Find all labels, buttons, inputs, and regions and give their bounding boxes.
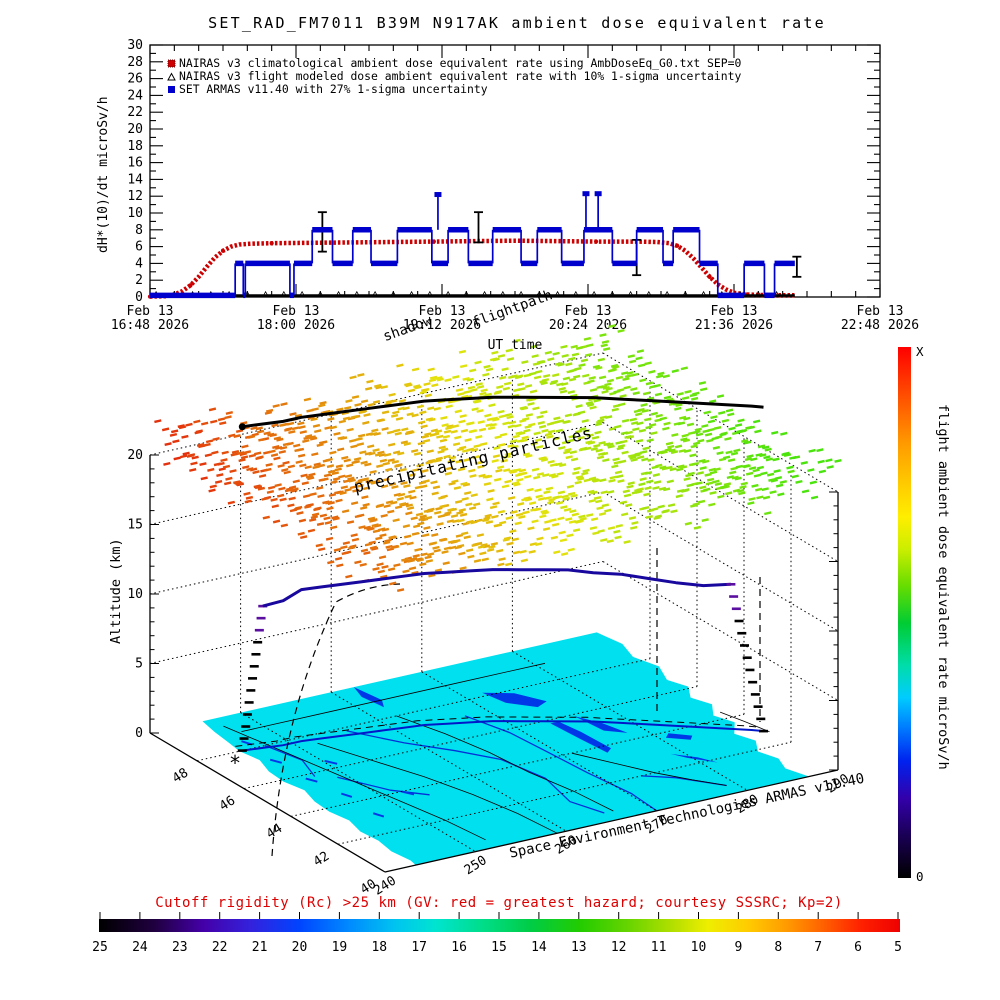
svg-text:Feb 13: Feb 13 — [273, 304, 320, 319]
svg-text:46: 46 — [217, 793, 238, 814]
top-chart-y-axis-label: dH*(10)/dt microSv/h — [96, 96, 111, 253]
svg-text:4: 4 — [135, 256, 143, 271]
svg-text:*: * — [229, 751, 241, 775]
flight-path-3d: * — [229, 568, 769, 775]
svg-text:25: 25 — [92, 940, 108, 955]
svg-text:15: 15 — [491, 940, 507, 955]
svg-text:2: 2 — [135, 273, 143, 288]
svg-text:10: 10 — [691, 940, 707, 955]
bottom-colorbar: 25 24 23 22 21 20 19 18 17 16 15 14 13 12 11 10 9 8 7 6 5 — [92, 912, 902, 955]
svg-text:30: 30 — [127, 38, 143, 53]
svg-text:12: 12 — [611, 940, 627, 955]
precipitating-particles-layer — [154, 324, 842, 593]
svg-text:20:24 2026: 20:24 2026 — [549, 318, 627, 333]
svg-text:14: 14 — [127, 172, 143, 187]
svg-text:28: 28 — [127, 55, 143, 70]
svg-text:20: 20 — [127, 122, 143, 137]
svg-text:18: 18 — [371, 940, 387, 955]
svg-text:14: 14 — [531, 940, 547, 955]
svg-text:9: 9 — [734, 940, 742, 955]
svg-text:21:36 2026: 21:36 2026 — [695, 318, 773, 333]
svg-text:40: 40 — [358, 877, 379, 898]
legend-item-set-armas: SET ARMAS v11.40 with 27% 1-sigma uncert… — [179, 82, 488, 96]
svg-text:17: 17 — [411, 940, 427, 955]
svg-text:24: 24 — [127, 88, 143, 103]
projection-curves — [271, 548, 761, 857]
svg-text:26: 26 — [127, 72, 143, 87]
svg-text:10: 10 — [127, 206, 143, 221]
svg-text:5: 5 — [135, 657, 143, 672]
right-colorbar-label: flight ambient dose equivalent rate micr… — [935, 404, 951, 770]
svg-text:10: 10 — [127, 587, 143, 602]
svg-text:18:00 2026: 18:00 2026 — [257, 318, 335, 333]
chart-title: SET_RAD_FM7011 B39M N917AK ambient dose … — [208, 14, 826, 32]
svg-text:6: 6 — [854, 940, 862, 955]
top-chart-x-axis-label: UT time — [487, 338, 543, 353]
svg-text:22:48 2026: 22:48 2026 — [841, 318, 919, 333]
svg-text:Feb 13: Feb 13 — [857, 304, 904, 319]
svg-text:0: 0 — [916, 869, 924, 884]
svg-text:Feb 13: Feb 13 — [127, 304, 174, 319]
svg-text:19:12 2026: 19:12 2026 — [403, 318, 481, 333]
svg-text:12: 12 — [127, 189, 143, 204]
svg-text:16: 16 — [451, 940, 467, 955]
svg-text:24: 24 — [132, 940, 148, 955]
svg-text:Feb 13: Feb 13 — [711, 304, 758, 319]
svg-text:21: 21 — [252, 940, 268, 955]
svg-text:22: 22 — [127, 105, 143, 120]
right-colorbar: X0 — [898, 344, 924, 884]
legend-item-nairas-climatological: NAIRAS v3 climatological ambient dose eq… — [179, 56, 742, 70]
svg-text:X: X — [916, 344, 924, 359]
svg-text:8: 8 — [135, 223, 143, 238]
svg-text:0: 0 — [135, 290, 143, 305]
ground-track — [235, 716, 764, 752]
svg-text:11: 11 — [651, 940, 667, 955]
svg-text:16: 16 — [127, 156, 143, 171]
svg-text:18: 18 — [127, 139, 143, 154]
svg-text:19: 19 — [332, 940, 348, 955]
svg-text:15: 15 — [127, 518, 143, 533]
svg-text:48: 48 — [170, 765, 191, 786]
svg-text:20: 20 — [127, 448, 143, 463]
svg-text:6: 6 — [135, 240, 143, 255]
grid-lines — [149, 352, 839, 853]
svg-text:Feb 13: Feb 13 — [565, 304, 612, 319]
svg-text:0: 0 — [135, 726, 143, 741]
svg-text:20: 20 — [292, 940, 308, 955]
surface-map — [202, 632, 809, 866]
svg-text:42: 42 — [311, 849, 332, 870]
svg-text:Feb 13: Feb 13 — [419, 304, 466, 319]
flightpath-shadow — [238, 395, 764, 431]
svg-text:5: 5 — [894, 940, 902, 955]
svg-text:8: 8 — [774, 940, 782, 955]
bottom-colorbar-title: Cutoff rigidity (Rc) >25 km (GV: red = g… — [155, 895, 843, 911]
svg-text:23: 23 — [172, 940, 188, 955]
svg-text:13: 13 — [571, 940, 587, 955]
legend-item-nairas-flight-modeled: NAIRAS v3 flight modeled dose ambient eq… — [179, 69, 742, 83]
svg-text:250: 250 — [462, 853, 490, 878]
svg-text:7: 7 — [814, 940, 822, 955]
svg-text:22: 22 — [212, 940, 228, 955]
altitude-axis-label: Altitude (km) — [108, 538, 124, 644]
svg-text:16:48 2026: 16:48 2026 — [111, 318, 189, 333]
